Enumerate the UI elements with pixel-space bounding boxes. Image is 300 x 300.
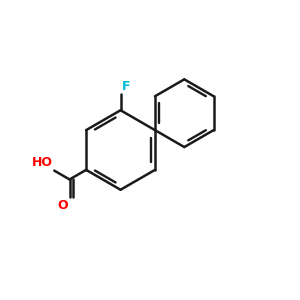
Text: HO: HO: [32, 156, 53, 169]
Text: O: O: [58, 199, 68, 212]
Text: F: F: [122, 80, 130, 93]
